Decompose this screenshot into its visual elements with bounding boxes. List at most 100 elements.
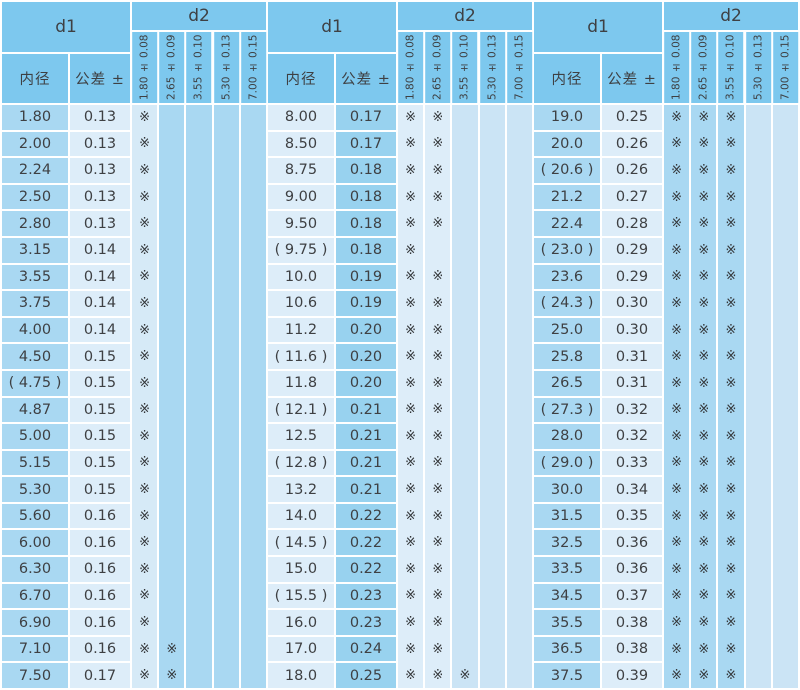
reference-mark: ※ <box>725 535 737 551</box>
reference-mark: ※ <box>405 269 417 285</box>
mark-cell: ※ <box>664 584 689 609</box>
inner-diameter-cell: 23.6 <box>534 264 600 290</box>
mark-cell: ※ <box>398 584 423 609</box>
d2-size-column-header: 3.55 ± 0.10 <box>452 32 478 103</box>
tolerance-cell: 0.37 <box>602 583 662 609</box>
inner-diameter-cell: 26.5 <box>534 370 600 396</box>
inner-diameter-header: 内径 <box>534 54 600 103</box>
reference-mark: ※ <box>725 641 737 657</box>
reference-mark: ※ <box>166 668 178 684</box>
d2-availability-column <box>745 105 771 688</box>
mark-cell <box>773 105 798 130</box>
tolerance-cell: 0.22 <box>336 503 396 529</box>
reference-mark: ※ <box>432 216 444 232</box>
reference-mark: ※ <box>725 269 737 285</box>
reference-mark: ※ <box>671 641 683 657</box>
reference-mark: ※ <box>671 295 683 311</box>
mark-cell <box>241 105 266 130</box>
mark-cell <box>241 451 266 476</box>
mark-cell <box>241 238 266 263</box>
tolerance-cell: 0.31 <box>602 344 662 369</box>
mark-cell <box>507 105 532 130</box>
tolerance-cell: 0.36 <box>602 557 662 582</box>
reference-mark: ※ <box>671 109 683 125</box>
inner-diameter-cell: 33.5 <box>534 557 600 582</box>
reference-mark: ※ <box>139 109 151 125</box>
d2-availability-column <box>506 105 532 688</box>
reference-mark: ※ <box>405 242 417 258</box>
mark-cell: ※ <box>691 398 716 423</box>
mark-cell <box>507 451 532 476</box>
tolerance-cell: 0.38 <box>602 636 662 662</box>
mark-cell: ※ <box>132 158 157 183</box>
mark-cell <box>186 371 211 396</box>
mark-cell <box>186 477 211 502</box>
tolerance-cell: 0.30 <box>602 317 662 343</box>
mark-cell <box>480 637 505 662</box>
reference-mark: ※ <box>671 349 683 365</box>
tolerance-cell: 0.21 <box>336 424 396 449</box>
mark-cell <box>773 265 798 290</box>
reference-mark: ※ <box>405 615 417 631</box>
mark-cell: ※ <box>425 557 450 582</box>
mark-cell <box>452 610 477 635</box>
mark-cell <box>507 504 532 529</box>
mark-cell <box>452 451 477 476</box>
mark-cell <box>480 371 505 396</box>
mark-cell: ※ <box>718 451 743 476</box>
reference-mark: ※ <box>405 482 417 498</box>
mark-cell: ※ <box>425 344 450 369</box>
mark-cell <box>159 504 184 529</box>
mark-cell: ※ <box>718 238 743 263</box>
mark-cell <box>746 610 771 635</box>
reference-mark: ※ <box>405 375 417 391</box>
mark-cell: ※ <box>718 105 743 130</box>
reference-mark: ※ <box>139 242 151 258</box>
mark-cell <box>159 318 184 343</box>
mark-cell: ※ <box>718 344 743 369</box>
mark-cell <box>186 238 211 263</box>
inner-diameter-cell: 8.75 <box>268 158 334 183</box>
mark-cell: ※ <box>398 530 423 555</box>
tolerance-cell: 0.25 <box>336 663 396 688</box>
mark-cell <box>507 211 532 236</box>
mark-cell <box>773 504 798 529</box>
mark-cell: ※ <box>132 477 157 502</box>
mark-cell: ※ <box>664 504 689 529</box>
tolerance-cell: 0.22 <box>336 557 396 582</box>
tolerance-cell: 0.20 <box>336 344 396 369</box>
reference-mark: ※ <box>725 242 737 258</box>
reference-mark: ※ <box>405 668 417 684</box>
tolerance-cell: 0.20 <box>336 317 396 343</box>
mark-cell <box>480 504 505 529</box>
mark-cell <box>507 398 532 423</box>
mark-cell: ※ <box>132 530 157 555</box>
tolerance-cell: 0.16 <box>70 583 130 609</box>
reference-mark: ※ <box>725 588 737 604</box>
mark-cell <box>452 105 477 130</box>
reference-mark: ※ <box>405 561 417 577</box>
mark-cell: ※ <box>132 291 157 316</box>
mark-cell: ※ <box>718 371 743 396</box>
mark-cell <box>746 637 771 662</box>
tolerance-cell: 0.21 <box>336 397 396 423</box>
mark-cell <box>186 637 211 662</box>
reference-mark: ※ <box>139 668 151 684</box>
inner-diameter-cell: 22.4 <box>534 211 600 236</box>
reference-mark: ※ <box>671 615 683 631</box>
mark-cell <box>159 291 184 316</box>
reference-mark: ※ <box>698 641 710 657</box>
mark-cell <box>452 238 477 263</box>
mark-cell <box>746 318 771 343</box>
mark-cell <box>214 318 239 343</box>
mark-cell: ※ <box>398 557 423 582</box>
mark-cell <box>746 530 771 555</box>
inner-diameter-cell: 4.50 <box>2 344 68 369</box>
inner-diameter-cell: 2.00 <box>2 131 68 157</box>
mark-cell: ※ <box>132 610 157 635</box>
mark-cell <box>480 398 505 423</box>
reference-mark: ※ <box>432 322 444 338</box>
mark-cell <box>773 424 798 449</box>
d2-availability-column <box>240 105 266 688</box>
reference-mark: ※ <box>139 615 151 631</box>
